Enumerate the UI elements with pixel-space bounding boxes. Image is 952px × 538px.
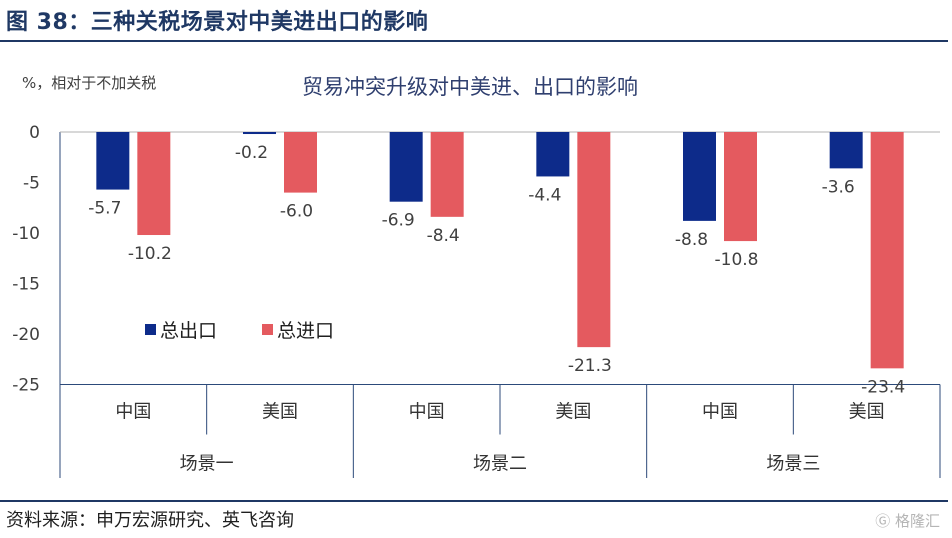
legend-swatch-import [262,324,273,335]
bar-export [829,132,863,169]
data-label: -6.0 [280,202,313,222]
bar-import [284,132,317,193]
unit-label: %，相对于不加关税 [22,74,156,92]
legend-swatch-export [145,324,156,335]
bar-export [389,132,423,202]
category-label: 美国 [555,402,591,423]
data-label: -0.2 [235,143,268,163]
source-rule [0,500,948,502]
bar-chart: %，相对于不加关税 贸易冲突升级对中美进、出口的影响 0 -5 -10 -15 -20 -… [12,74,941,478]
data-label: -10.2 [128,244,172,264]
bar-export [536,132,570,177]
bar-import [137,132,171,236]
y-tick-label: -5 [23,174,40,194]
data-label: -10.8 [715,250,759,270]
bar-export [683,132,716,221]
category-label: 中国 [115,402,151,423]
y-tick-label: -20 [12,325,40,345]
group-label: 场景三 [766,454,820,475]
geli-logo-icon: Ⓖ [875,512,891,530]
source-note: 资料来源：申万宏源研究、英飞咨询 [6,510,294,531]
data-label: -21.3 [568,356,612,376]
data-label: -4.4 [528,185,561,205]
watermark-text: 格隆汇 [894,512,940,530]
legend-label-import: 总进口 [277,320,334,342]
y-tick-label: -15 [12,275,40,295]
bar-import [870,132,904,369]
bar-import [430,132,464,217]
category-label: 美国 [262,402,298,423]
data-label: -3.6 [822,177,855,197]
y-tick-label: 0 [29,123,40,143]
chart-title: 贸易冲突升级对中美进、出口的影响 [302,75,638,99]
group-label: 场景一 [180,454,234,475]
y-tick-label: -10 [12,224,40,244]
group-label: 场景二 [473,454,527,475]
watermark: Ⓖ 格隆汇 [875,510,940,531]
legend-label-export: 总出口 [160,320,217,342]
data-label: -8.8 [675,230,708,250]
data-label: -6.9 [382,211,415,231]
bar-export [243,132,276,135]
title-rule [0,40,948,42]
y-tick-label: -25 [12,376,40,396]
data-label: -8.4 [427,226,460,246]
bar-export [96,132,130,190]
bar-import [724,132,757,242]
figure-title: 图 38：三种关税场景对中美进出口的影响 [6,10,429,35]
category-label: 中国 [409,402,445,423]
data-label: -23.4 [861,377,905,397]
legend: 总出口 总进口 [145,320,334,342]
data-label: -5.7 [88,199,121,219]
bar-import [577,132,611,348]
category-label: 美国 [849,402,885,423]
category-label: 中国 [702,402,738,423]
